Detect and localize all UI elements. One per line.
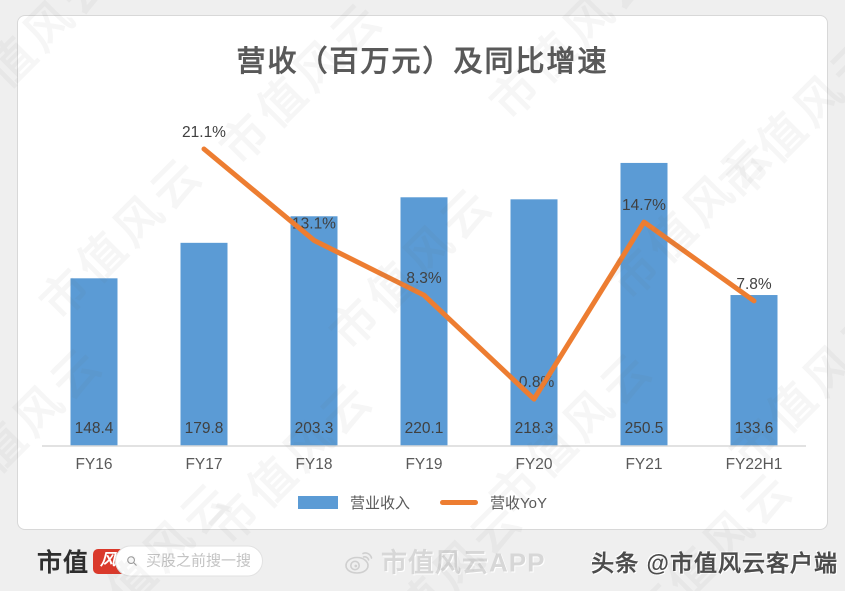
bar bbox=[180, 242, 228, 446]
bar-value-label: 148.4 bbox=[75, 420, 114, 437]
app-watermark-text: 市值风云APP bbox=[381, 547, 546, 578]
bar bbox=[510, 199, 558, 446]
x-tick-label: FY20 bbox=[515, 456, 552, 473]
chart-card: 营收（百万元）及同比增速 148.4 FY16 179.8 FY17 203.3 FY18… bbox=[17, 15, 828, 530]
legend-line-label: 营收YoY bbox=[490, 495, 547, 512]
legend-bar-swatch-icon bbox=[298, 496, 338, 509]
bar bbox=[730, 295, 778, 446]
bar-value-label: 250.5 bbox=[625, 420, 664, 437]
line-value-label: 21.1% bbox=[182, 124, 226, 141]
chart-title: 营收（百万元）及同比增速 bbox=[236, 46, 609, 78]
legend-line-swatch-icon bbox=[440, 500, 479, 505]
chart-plot-area: 148.4 FY16 179.8 FY17 203.3 FY18 220.1 FY19 218.… bbox=[42, 124, 806, 473]
bar-value-label: 133.6 bbox=[735, 420, 774, 437]
bar bbox=[70, 278, 118, 446]
toutiao-handle: 头条 @市值风云客户端 bbox=[591, 550, 838, 576]
x-tick-label: FY19 bbox=[405, 456, 442, 473]
x-tick-label: FY18 bbox=[295, 456, 332, 473]
bar-value-label: 220.1 bbox=[405, 420, 444, 437]
legend-bar-label: 营业收入 bbox=[350, 495, 411, 512]
x-tick-label: FY16 bbox=[75, 456, 112, 473]
yoy-line bbox=[201, 146, 757, 402]
search-input[interactable] bbox=[144, 551, 252, 571]
chart-legend: 营业收入 营收YoY bbox=[18, 492, 827, 513]
line-value-label: 7.8% bbox=[736, 276, 772, 293]
weibo-icon bbox=[345, 551, 373, 574]
brand-prefix-text: 市值 bbox=[37, 549, 90, 577]
search-icon bbox=[127, 556, 137, 566]
bar bbox=[290, 216, 338, 446]
footer-bar: 市值 风云 市值风云APP 头条 @市值风云客户端 bbox=[0, 531, 845, 591]
bar bbox=[400, 197, 448, 446]
bar-value-label: 203.3 bbox=[295, 420, 334, 437]
x-tick-label: FY17 bbox=[185, 456, 222, 473]
x-tick-label: FY22H1 bbox=[726, 456, 783, 473]
bar bbox=[620, 162, 668, 446]
bar-value-label: 179.8 bbox=[185, 420, 224, 437]
bar-value-label: 218.3 bbox=[515, 420, 554, 437]
search-box[interactable] bbox=[115, 545, 263, 577]
line-value-label: 8.3% bbox=[406, 270, 442, 287]
x-tick-label: FY21 bbox=[625, 456, 662, 473]
line-value-label: 14.7% bbox=[622, 197, 666, 214]
app-watermark: 市值风云APP bbox=[344, 543, 545, 580]
